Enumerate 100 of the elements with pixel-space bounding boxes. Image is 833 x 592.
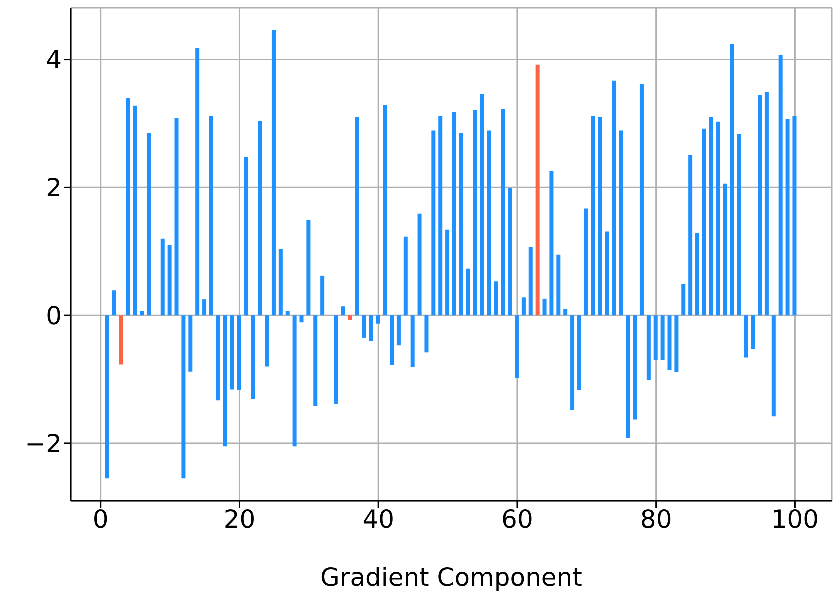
bar xyxy=(341,306,346,316)
bar xyxy=(404,236,408,316)
bar xyxy=(383,105,388,316)
bar xyxy=(286,311,290,316)
bar xyxy=(716,122,720,316)
bar xyxy=(112,290,116,316)
bar xyxy=(438,116,443,316)
bar xyxy=(306,220,311,316)
bar xyxy=(598,117,602,316)
bar xyxy=(612,80,616,316)
bar xyxy=(314,316,318,406)
bar xyxy=(390,316,394,366)
bar xyxy=(424,316,429,353)
bar xyxy=(688,155,693,316)
bar xyxy=(133,106,138,316)
bar xyxy=(709,117,714,316)
bar xyxy=(418,214,422,316)
x-tick-label: 80 xyxy=(640,504,672,534)
bar xyxy=(792,116,797,316)
bar xyxy=(223,316,228,447)
bar xyxy=(744,316,748,358)
bar xyxy=(640,84,644,316)
x-tick-label: 40 xyxy=(362,504,394,534)
bar xyxy=(723,184,728,316)
bar xyxy=(730,44,734,316)
bar xyxy=(473,110,478,316)
bar xyxy=(174,118,179,316)
bar xyxy=(320,276,325,316)
bar xyxy=(584,208,588,316)
bar xyxy=(209,116,214,316)
bar xyxy=(654,316,658,360)
bar xyxy=(772,316,776,417)
bar xyxy=(182,316,186,479)
bar xyxy=(265,316,270,367)
bar xyxy=(258,121,262,316)
bar xyxy=(682,284,686,316)
bar xyxy=(494,282,498,316)
bar xyxy=(570,316,575,410)
bar xyxy=(244,156,248,316)
bar xyxy=(362,316,366,338)
bar xyxy=(334,316,338,404)
bar xyxy=(272,30,276,316)
bar xyxy=(119,316,124,365)
bar xyxy=(514,316,519,378)
bar xyxy=(619,130,624,316)
y-tick-label: 0 xyxy=(46,301,62,330)
bar xyxy=(160,238,165,316)
bar xyxy=(550,171,554,316)
bar xyxy=(466,268,470,316)
x-tick-label: 0 xyxy=(92,504,109,534)
x-axis-title: Gradient Component xyxy=(320,563,583,592)
bar xyxy=(501,109,506,316)
bar xyxy=(105,316,110,479)
bar xyxy=(216,316,220,401)
y-tick-label: −2 xyxy=(25,429,62,458)
bar xyxy=(202,300,207,316)
bar xyxy=(251,316,256,400)
bar xyxy=(646,316,651,380)
bar xyxy=(459,133,464,316)
bar xyxy=(633,316,638,420)
bar xyxy=(764,92,769,316)
bar xyxy=(237,316,242,390)
x-tick-label: 100 xyxy=(771,504,820,534)
bar xyxy=(591,116,596,316)
bar xyxy=(786,119,790,316)
y-tick-label: 2 xyxy=(46,174,62,203)
bar xyxy=(376,316,380,324)
bar xyxy=(702,128,706,316)
bar xyxy=(605,232,610,316)
bar xyxy=(446,230,450,316)
bar xyxy=(480,94,484,316)
bar xyxy=(528,247,533,316)
bar xyxy=(487,130,492,316)
bar xyxy=(396,316,401,346)
bar xyxy=(758,94,762,316)
bar xyxy=(564,309,568,316)
bar xyxy=(196,48,200,316)
bar xyxy=(660,316,665,360)
bar xyxy=(410,316,415,368)
bar xyxy=(674,316,679,372)
bar xyxy=(737,134,742,316)
bar xyxy=(751,316,756,350)
x-tick-label: 60 xyxy=(502,504,534,534)
bar xyxy=(188,316,193,372)
bar xyxy=(432,130,436,316)
bar xyxy=(626,316,630,438)
bar xyxy=(536,64,540,316)
bar xyxy=(168,245,172,316)
bar xyxy=(146,133,151,316)
bar xyxy=(278,249,283,316)
bar xyxy=(230,316,234,390)
bar xyxy=(522,298,526,316)
bar xyxy=(300,316,304,323)
y-tick-label: 4 xyxy=(46,46,62,75)
bar xyxy=(355,117,360,316)
bar xyxy=(292,316,297,447)
bar xyxy=(556,254,561,316)
bar xyxy=(542,298,547,316)
bar xyxy=(452,112,456,316)
bar xyxy=(668,316,672,371)
